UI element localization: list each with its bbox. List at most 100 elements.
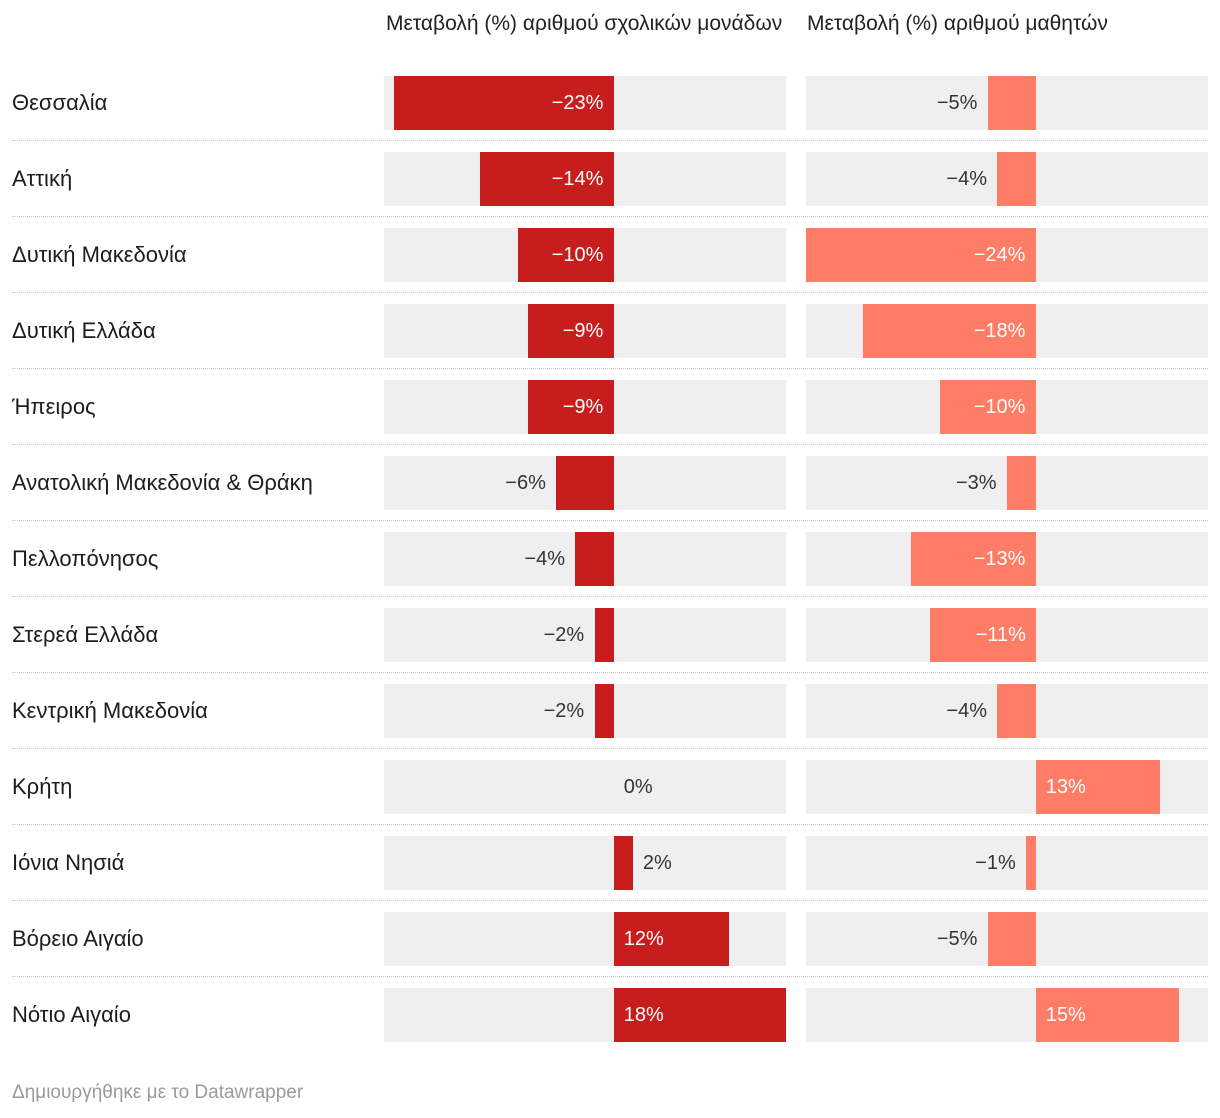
- row-label: Ιόνια Νησιά: [12, 850, 125, 875]
- bar: [997, 152, 1036, 206]
- row-separator: [12, 824, 1208, 825]
- bar: [1026, 836, 1036, 890]
- bar-track: −4%: [384, 532, 786, 586]
- row-separator: [12, 292, 1208, 293]
- bar-track: −2%: [384, 608, 786, 662]
- bar-value-label: −10%: [551, 244, 604, 266]
- bar-value-label: −23%: [551, 92, 604, 114]
- bar-value-label: −4%: [946, 700, 988, 722]
- bar: [613, 912, 729, 966]
- bar-track: −9%: [384, 304, 786, 358]
- bar-value-label: 12%: [623, 928, 664, 950]
- series-1-header: Μεταβολή (%) αριθμού σχολικών μονάδων: [386, 12, 783, 35]
- row-label: Κρήτη: [12, 774, 73, 799]
- row-separator: [12, 596, 1208, 597]
- bar-track: −5%: [806, 76, 1208, 130]
- row-separator: [12, 672, 1208, 673]
- bar-value-label: −24%: [973, 244, 1026, 266]
- row-separator: [12, 748, 1208, 749]
- bar: [987, 912, 1036, 966]
- bar: [479, 152, 614, 206]
- bar-track: −3%: [806, 456, 1208, 510]
- bar: [594, 608, 614, 662]
- row-label: Ήπειρος: [12, 394, 96, 419]
- bar-track: −10%: [806, 380, 1208, 434]
- row-label: Νότιο Αιγαίο: [12, 1002, 131, 1027]
- row-separator: [12, 976, 1208, 977]
- bar: [930, 608, 1036, 662]
- bar-track: 15%: [806, 988, 1208, 1042]
- row-label: Κεντρική Μακεδονία: [12, 698, 208, 723]
- bar-track: 12%: [384, 912, 786, 966]
- bar-track: −4%: [806, 152, 1208, 206]
- bar-track: −24%: [806, 228, 1208, 282]
- row-separator: [12, 444, 1208, 445]
- row-label: Αττική: [12, 166, 73, 191]
- bar-value-label: −11%: [975, 624, 1026, 646]
- bar: [393, 76, 614, 130]
- bar-value-label: 13%: [1045, 776, 1086, 798]
- bar-track: −4%: [806, 684, 1208, 738]
- bar-track: −2%: [384, 684, 786, 738]
- bar: [1007, 456, 1036, 510]
- bar-value-label: −13%: [973, 548, 1026, 570]
- bar-track: −9%: [384, 380, 786, 434]
- bar-track: −10%: [384, 228, 786, 282]
- bar-value-label: −18%: [973, 320, 1026, 342]
- bar-track: −14%: [384, 152, 786, 206]
- bar: [940, 380, 1036, 434]
- row-separator: [12, 216, 1208, 217]
- row-separator: [12, 368, 1208, 369]
- bar: [863, 304, 1036, 358]
- bar-value-label: −4%: [524, 548, 566, 570]
- bar: [594, 684, 614, 738]
- bar-track: −11%: [806, 608, 1208, 662]
- bar-value-label: −9%: [562, 396, 604, 418]
- bar-track: −1%: [806, 836, 1208, 890]
- bar-value-label: 15%: [1045, 1004, 1086, 1026]
- bar: [527, 304, 614, 358]
- bar-value-label: −3%: [956, 472, 997, 494]
- bar-track: −18%: [806, 304, 1208, 358]
- bar-value-label: −2%: [543, 624, 585, 646]
- bar-value-label: 0%: [623, 776, 653, 798]
- bar-track: 18%: [384, 988, 786, 1042]
- footer-credit: Δημιουργήθηκε με το Datawrapper: [12, 1082, 304, 1103]
- bar: [987, 76, 1036, 130]
- bar: [556, 456, 614, 510]
- bar: [613, 836, 633, 890]
- bar-track: 0%: [384, 760, 786, 814]
- bar-value-label: −1%: [975, 852, 1016, 874]
- bar-value-label: −14%: [551, 168, 604, 190]
- bar-value-label: −9%: [562, 320, 604, 342]
- row-label: Θεσσαλία: [12, 90, 108, 115]
- bar: [911, 532, 1036, 586]
- bar-track: 2%: [384, 836, 786, 890]
- bar: [1035, 988, 1180, 1042]
- bar: [613, 988, 786, 1042]
- row-separator: [12, 900, 1208, 901]
- bar-value-label: 18%: [623, 1004, 664, 1026]
- bar-value-label: −5%: [936, 928, 978, 950]
- series-2-header: Μεταβολή (%) αριθμού μαθητών: [807, 12, 1108, 35]
- bar-value-label: −2%: [543, 700, 585, 722]
- bar: [997, 684, 1036, 738]
- bar: [518, 228, 614, 282]
- row-label: Ανατολική Μακεδονία & Θράκη: [12, 470, 313, 495]
- row-label: Δυτική Ελλάδα: [12, 318, 156, 343]
- bar-track: −23%: [384, 76, 786, 130]
- bar-value-label: −5%: [936, 92, 978, 114]
- row-separator: [12, 520, 1208, 521]
- bar: [575, 532, 614, 586]
- bar-track: −5%: [806, 912, 1208, 966]
- bar-value-label: −10%: [973, 396, 1026, 418]
- bar: [1035, 760, 1161, 814]
- row-label: Στερεά Ελλάδα: [12, 622, 159, 647]
- bar-value-label: −4%: [946, 168, 988, 190]
- row-label: Βόρειο Αιγαίο: [12, 926, 144, 951]
- bar-track: −13%: [806, 532, 1208, 586]
- row-label: Δυτική Μακεδονία: [12, 242, 187, 267]
- bar-track: 13%: [806, 760, 1208, 814]
- bar-value-label: −6%: [505, 472, 546, 494]
